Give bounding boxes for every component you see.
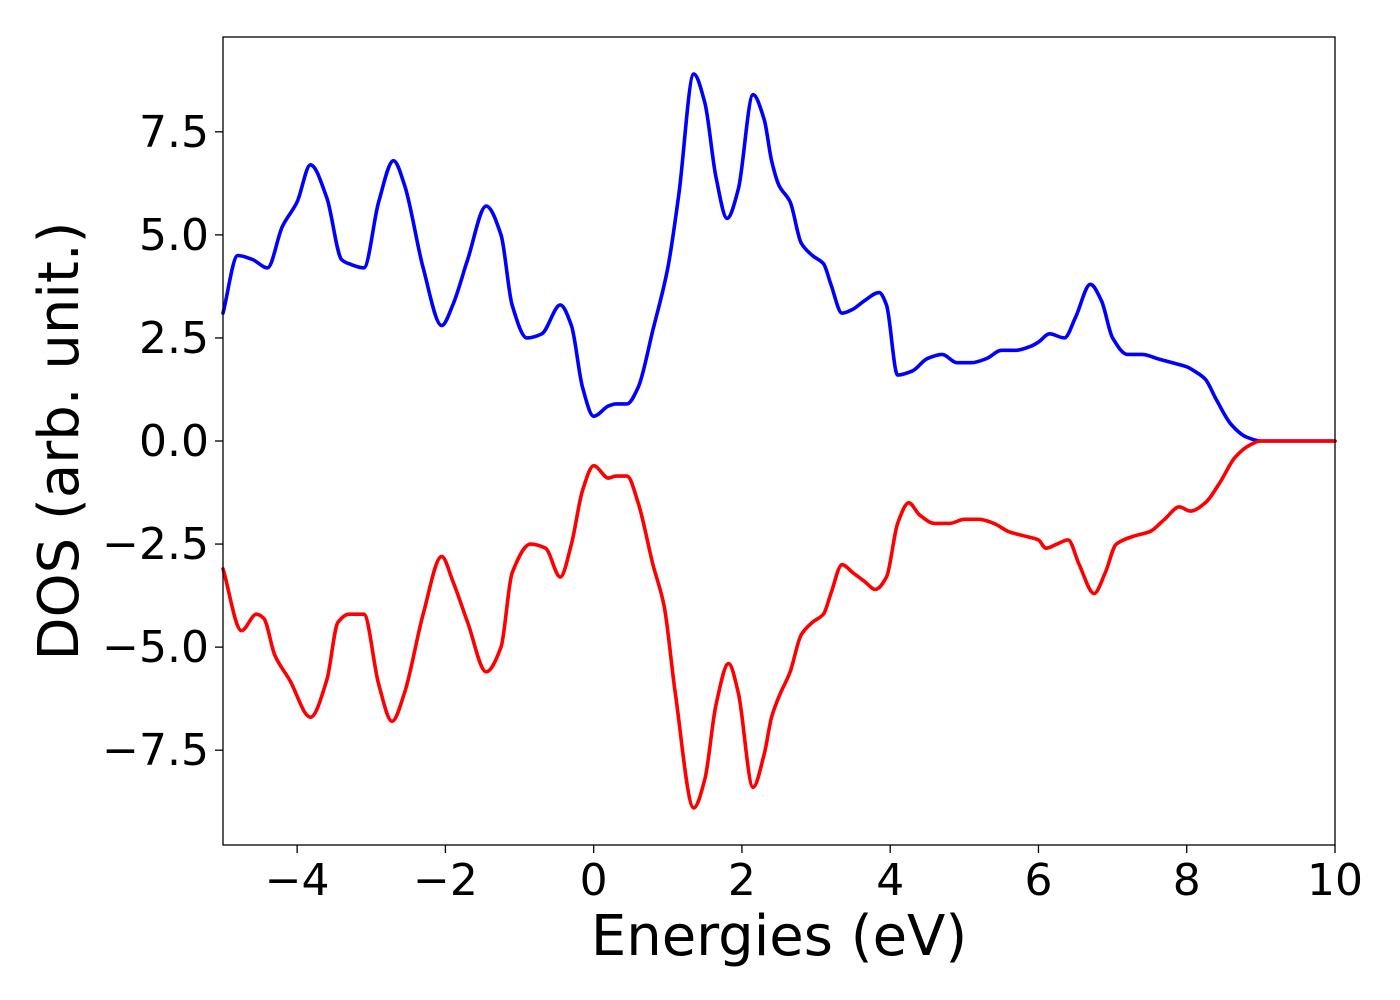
x-tick-label: −2	[413, 855, 478, 906]
x-tick-label: 6	[1024, 855, 1052, 906]
y-tick-label: −7.5	[102, 725, 209, 776]
y-axis-ticks: 7.5 5.0 2.5 0.0 −2.5 −5.0 −7.5	[102, 107, 223, 776]
series-line-upper	[221, 72, 1337, 443]
x-tick-label: 4	[876, 855, 904, 906]
x-tick-label: −4	[265, 855, 330, 906]
y-tick-label: 2.5	[139, 313, 209, 364]
y-tick-label: 7.5	[139, 107, 209, 158]
x-axis-label: Energies (eV)	[591, 904, 967, 969]
y-tick-label: 5.0	[139, 210, 209, 261]
series-line-lower	[221, 439, 1337, 810]
series-layer	[221, 72, 1337, 810]
y-tick-label: −2.5	[102, 519, 209, 570]
x-tick-label: 2	[728, 855, 756, 906]
x-tick-label: 10	[1307, 855, 1363, 906]
y-tick-label: 0.0	[139, 416, 209, 467]
x-tick-label: 8	[1173, 855, 1201, 906]
x-tick-label: 0	[580, 855, 608, 906]
y-tick-label: −5.0	[102, 622, 209, 673]
x-axis-ticks: −4 −2 0 2 4 6 8 10	[265, 845, 1363, 906]
plot-area-frame	[222, 36, 1336, 846]
y-axis-label: DOS (arb. unit.)	[27, 221, 92, 660]
